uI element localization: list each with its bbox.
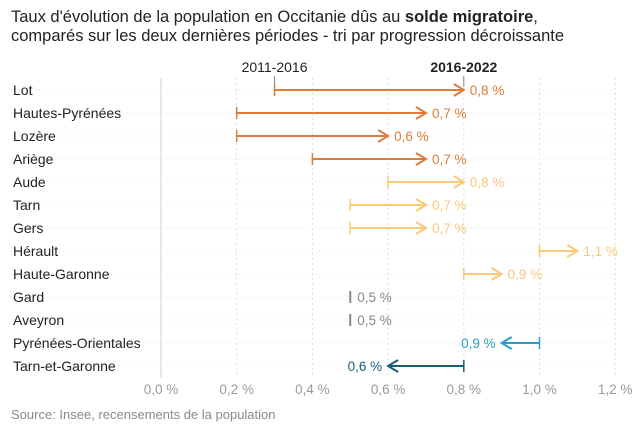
value-label: 0,5 % (357, 313, 392, 328)
value-label: 0,7 % (432, 221, 467, 236)
title-part1: Taux d'évolution de la population en Occ… (11, 8, 405, 26)
period-start-label: 2011-2016 (242, 59, 308, 75)
arrow-head (566, 244, 580, 258)
x-tick-label: 1,2 % (598, 382, 633, 397)
grid-layer (11, 78, 616, 378)
rows-layer: Lot 0,8 % Hautes-Pyrénées 0,7 % Lozère 0,6 % A… (13, 82, 618, 374)
arrow-head (415, 106, 428, 120)
value-label: 0,6 % (348, 359, 383, 374)
value-label: 0,5 % (357, 290, 392, 305)
row: Gard 0,5 % (13, 289, 392, 305)
value-label: 1,1 % (583, 244, 618, 259)
category-label: Aude (13, 174, 46, 190)
value-label: 0,7 % (432, 198, 467, 213)
value-label: 0,7 % (432, 106, 467, 121)
row: Aveyron 0,5 % (13, 312, 392, 328)
category-label: Haute-Garonne (13, 266, 110, 282)
arrow-head (453, 175, 466, 189)
row: Aude 0,8 % (13, 174, 504, 190)
value-label: 0,9 % (461, 336, 496, 351)
value-label: 0,8 % (470, 83, 505, 98)
arrow-head (415, 152, 428, 166)
category-label: Ariège (13, 151, 54, 167)
arrow-head (377, 129, 391, 143)
category-label: Pyrénées-Orientales (13, 335, 141, 351)
arrow-head (453, 83, 466, 97)
title-bold: solde migratoire (404, 8, 534, 26)
arrow-head (491, 267, 504, 281)
title-line2: comparés sur les deux dernières périodes… (11, 27, 565, 45)
row: Ariège 0,7 % (13, 151, 466, 167)
row: Hautes-Pyrénées 0,7 % (13, 105, 466, 121)
row: Haute-Garonne 0,9 % (13, 266, 542, 282)
category-label: Aveyron (13, 312, 64, 328)
x-tick-label: 0,8 % (447, 382, 482, 397)
arrow-head (415, 198, 428, 212)
title-part2: , (533, 8, 538, 26)
category-label: Gers (13, 220, 43, 236)
value-label: 0,9 % (508, 267, 543, 282)
category-label: Lozère (13, 128, 56, 144)
x-axis-ticks: 0,0 % 0,2 % 0,4 % 0,6 % 0,8 % 1,0 % 1,2 % (144, 382, 633, 397)
row: Lozère 0,6 % (13, 128, 429, 144)
category-label: Tarn-et-Garonne (13, 358, 116, 374)
x-tick-label: 0,0 % (144, 382, 179, 397)
category-label: Tarn (13, 197, 40, 213)
row: Hérault 1,1 % (13, 243, 618, 259)
value-label: 0,8 % (470, 175, 505, 190)
chart-title: Taux d'évolution de la population en Occ… (11, 8, 631, 46)
category-label: Hérault (13, 243, 58, 259)
arrow-head (415, 221, 428, 235)
x-tick-label: 0,2 % (219, 382, 254, 397)
value-label: 0,7 % (432, 152, 467, 167)
arrow-head (499, 336, 513, 350)
x-tick-label: 0,4 % (295, 382, 330, 397)
source-note: Source: Insee, recensements de la popula… (11, 407, 276, 422)
row: Lot 0,8 % (13, 82, 504, 98)
category-label: Lot (13, 82, 33, 98)
row: Pyrénées-Orientales 0,9 % (13, 335, 541, 351)
x-tick-label: 1,0 % (522, 382, 557, 397)
category-label: Hautes-Pyrénées (13, 105, 121, 121)
category-label: Gard (13, 289, 44, 305)
value-label: 0,6 % (394, 129, 429, 144)
period-labels: 2011-2016 2016-2022 (242, 59, 497, 87)
arrow-head (386, 359, 399, 373)
row: Tarn-et-Garonne 0,6 % (13, 358, 465, 374)
row: Gers 0,7 % (13, 220, 466, 236)
x-tick-label: 0,6 % (371, 382, 406, 397)
period-end-label: 2016-2022 (430, 59, 497, 75)
row: Tarn 0,7 % (13, 197, 466, 213)
